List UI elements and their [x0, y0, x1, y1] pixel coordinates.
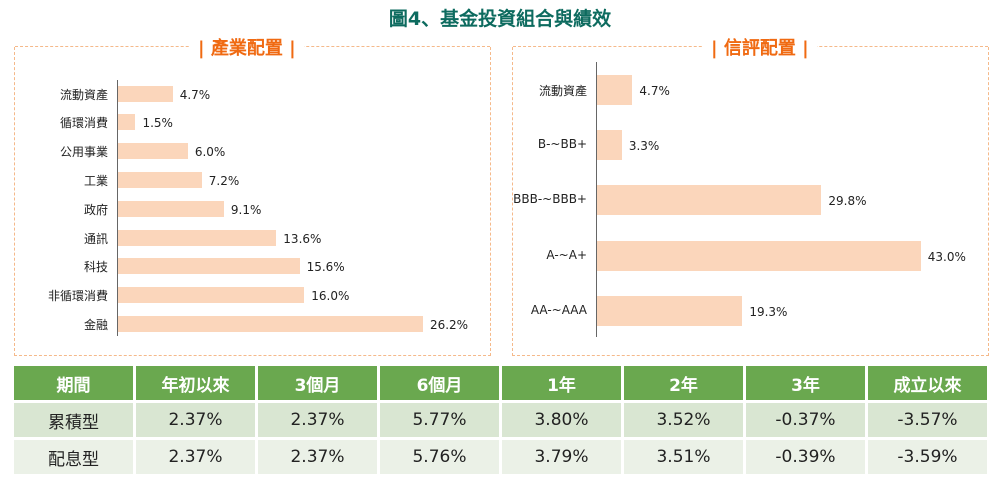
bar [118, 230, 277, 246]
rating-title-text: 信評配置 [723, 38, 796, 59]
table-cell: 2.37% [136, 440, 255, 474]
bar [118, 258, 300, 274]
category-label: BBB-~BBB+ [513, 192, 587, 206]
category-label: A-~A+ [546, 248, 587, 262]
table-cell: 2.37% [258, 403, 377, 437]
category-label: 公用事業 [59, 145, 108, 159]
column-header: 6個月 [380, 366, 499, 400]
data-label: 19.3% [749, 305, 788, 319]
table-cell: -3.57% [868, 403, 987, 437]
table-cell: -0.37% [746, 403, 865, 437]
chart-axis [596, 62, 597, 337]
data-label: 1.5% [142, 116, 173, 130]
bar [118, 172, 202, 188]
data-label: 7.2% [208, 174, 240, 188]
data-label: 3.3% [628, 139, 660, 153]
bar [118, 143, 188, 159]
category-label: 流動資產 [538, 84, 587, 98]
data-label: 4.7% [179, 88, 211, 102]
table-cell: -3.59% [868, 440, 987, 474]
bar [597, 296, 743, 326]
rating-allocation-title: | 信評配置 | [703, 34, 817, 60]
table-cell: 3.52% [624, 403, 743, 437]
bar [597, 130, 622, 160]
bar [118, 86, 173, 102]
data-label: 26.2% [429, 318, 469, 332]
data-label: 16.0% [311, 289, 350, 303]
table-row: 配息型 2.37% 2.37% 5.76% 3.79% 3.51% -0.39% -3.59% [14, 440, 987, 474]
table-cell: 5.76% [380, 440, 499, 474]
category-label: 科技 [83, 260, 108, 274]
table-cell: 2.37% [136, 403, 255, 437]
data-label: 29.8% [828, 194, 867, 208]
data-label: 13.6% [283, 232, 322, 246]
category-label: AA-~AAA [530, 303, 587, 317]
category-label: 工業 [83, 174, 108, 188]
column-header: 3個月 [258, 366, 377, 400]
category-label: 金融 [83, 318, 108, 332]
table-cell: 3.79% [502, 440, 621, 474]
bar [118, 316, 423, 332]
figure-title: 圖4、基金投資組合與績效 [388, 8, 612, 30]
bar [118, 114, 136, 130]
column-header: 年初以來 [136, 366, 255, 400]
data-label: 15.6% [306, 260, 345, 274]
table-row: 累積型 2.37% 2.37% 5.77% 3.80% 3.52% -0.37% -3.57% [14, 403, 987, 437]
column-header: 期間 [14, 366, 133, 400]
industry-title-text: 產業配置 [210, 38, 283, 59]
data-label: 43.0% [927, 250, 966, 264]
column-header: 3年 [746, 366, 865, 400]
rating-allocation-panel: | 信評配置 | [512, 34, 989, 356]
category-label: 政府 [83, 203, 108, 217]
bar [597, 241, 921, 271]
category-label: 通訊 [83, 232, 108, 246]
chart-axis [117, 80, 118, 336]
bar [118, 201, 224, 217]
industry-allocation-title: | 產業配置 | [190, 34, 304, 60]
bar [118, 287, 305, 303]
table-cell: 2.37% [258, 440, 377, 474]
category-label: B-~BB+ [537, 137, 587, 151]
table-cell: 3.80% [502, 403, 621, 437]
category-label: 非循環消費 [47, 289, 108, 303]
column-header: 成立以來 [868, 366, 987, 400]
data-label: 9.1% [230, 203, 262, 217]
data-label: 6.0% [194, 145, 226, 159]
bar [597, 75, 633, 105]
bar [597, 185, 822, 215]
row-label: 配息型 [14, 440, 133, 474]
column-header: 1年 [502, 366, 621, 400]
category-label: 流動資產 [59, 88, 108, 102]
column-header: 2年 [624, 366, 743, 400]
category-label: 循環消費 [59, 116, 108, 130]
row-label: 累積型 [14, 403, 133, 437]
table-cell: -0.39% [746, 440, 865, 474]
table-cell: 3.51% [624, 440, 743, 474]
table-cell: 5.77% [380, 403, 499, 437]
data-label: 4.7% [639, 84, 670, 98]
table-header-row: 期間 年初以來 3個月 6個月 1年 2年 3年 成立以來 [14, 366, 987, 400]
performance-table: 期間 年初以來 3個月 6個月 1年 2年 3年 成立以來 累積型 2.37% 2.37% 5.77… [11, 363, 990, 477]
industry-allocation-panel: | 產業配置 | [14, 34, 491, 356]
